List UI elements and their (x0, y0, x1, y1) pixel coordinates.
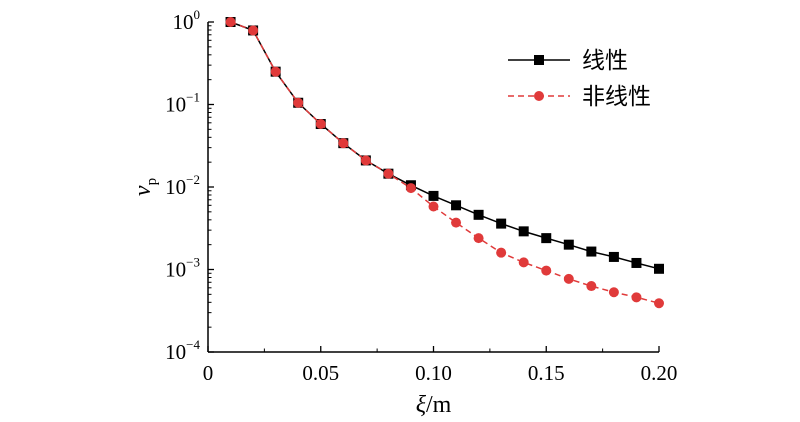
y-tick-label: 10−3 (165, 255, 200, 282)
data-point (338, 138, 349, 149)
data-point (383, 168, 394, 179)
y-tick-label: 10−4 (165, 337, 200, 364)
y-tick-label: 10−1 (165, 90, 200, 117)
data-point (518, 226, 529, 237)
data-point (518, 257, 529, 268)
data-point (315, 119, 326, 130)
data-point (405, 183, 416, 194)
data-point (248, 25, 259, 36)
data-point (586, 246, 597, 257)
data-point (428, 201, 439, 212)
data-point (563, 273, 574, 284)
x-tick-label: 0.05 (302, 361, 339, 385)
data-point (496, 218, 507, 229)
data-point (496, 247, 507, 258)
data-point (654, 263, 664, 274)
y-tick-label: 10−2 (165, 172, 200, 199)
data-point (541, 233, 552, 244)
data-point (631, 257, 642, 268)
axis-titles: ξ/m vp (130, 178, 452, 418)
legend-item: 线性 (508, 48, 628, 74)
legend-label: 线性 (582, 48, 628, 74)
legend-item: 非线性 (508, 84, 651, 110)
data-point (586, 281, 597, 292)
data-point (473, 233, 484, 244)
data-point (451, 200, 462, 211)
series-2 (225, 17, 664, 309)
x-tick-label: 0.10 (415, 361, 452, 385)
x-tick-label: 0.15 (528, 361, 565, 385)
y-tick-label: 100 (173, 7, 201, 34)
data-point (270, 66, 281, 77)
axes: 0 0.05 0.10 0.15 0.20 100 10−1 10−2 10−3 10−4 (165, 7, 677, 385)
data-point (293, 97, 304, 108)
data-point (473, 209, 484, 220)
legend-label: 非线性 (582, 84, 651, 110)
data-point (541, 265, 552, 276)
x-tick-label: 0 (203, 361, 214, 385)
data-point (563, 239, 574, 250)
data-point (428, 190, 439, 201)
data-point (451, 217, 462, 228)
legend-marker (534, 91, 544, 101)
x-tick-label: 0.20 (641, 361, 678, 385)
x-axis-title: ξ/m (416, 392, 452, 418)
data-point (608, 251, 619, 262)
data-point (608, 287, 619, 298)
y-axis-title: vp (130, 178, 160, 196)
series-layer (225, 17, 664, 309)
legend-marker (534, 55, 544, 65)
data-point (631, 292, 642, 303)
data-point (654, 298, 664, 309)
data-point (360, 155, 371, 166)
data-point (225, 17, 236, 27)
